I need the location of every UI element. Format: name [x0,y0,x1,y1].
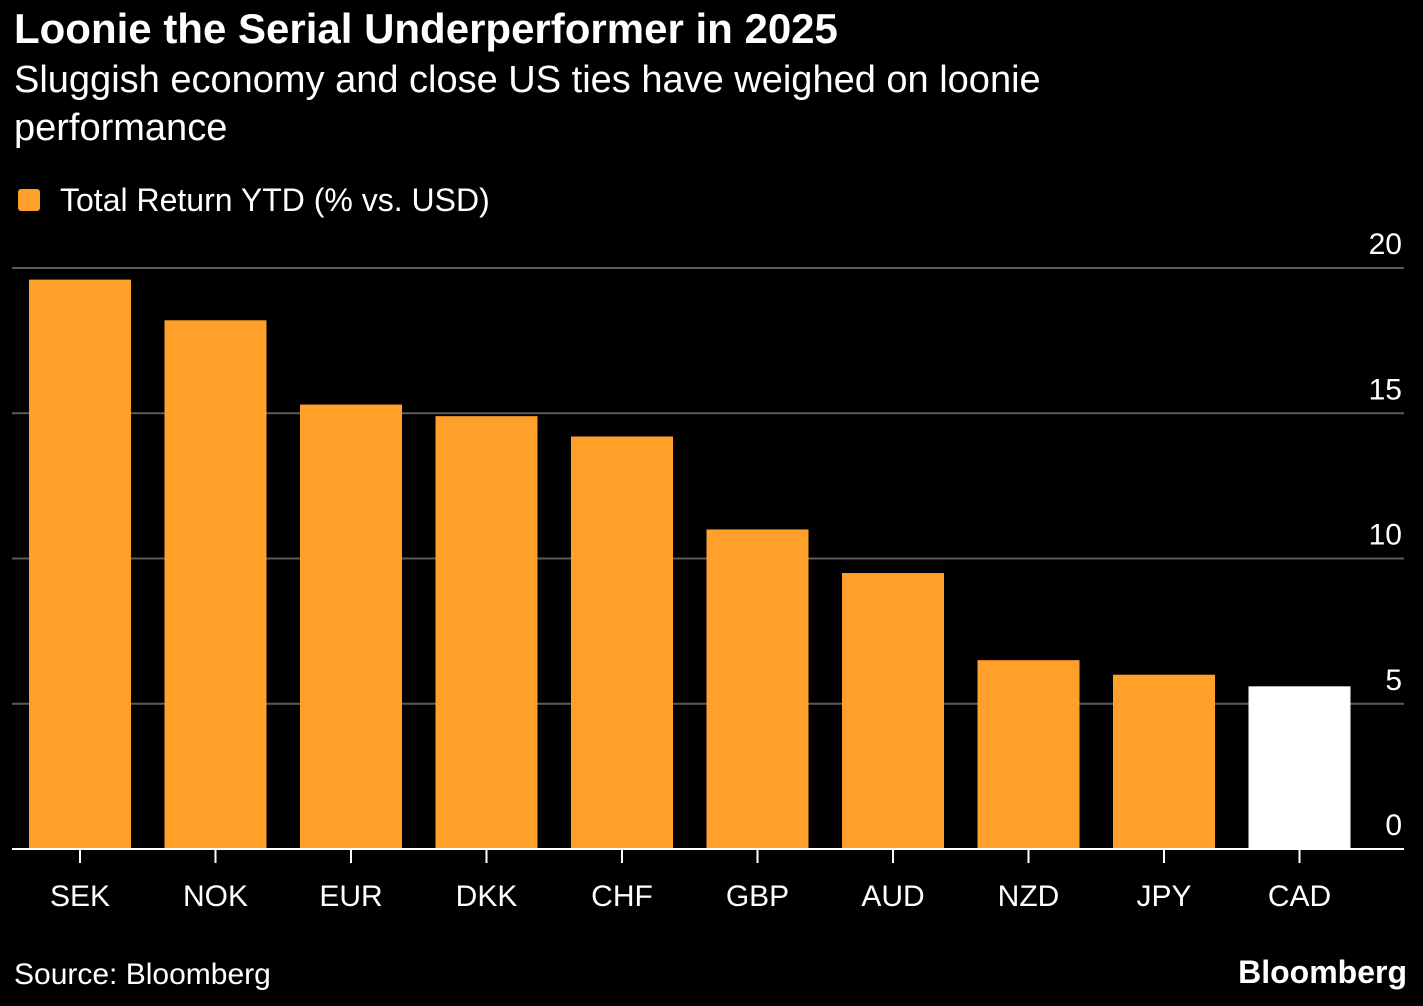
bar-nok [164,320,267,849]
x-tick-label-eur: EUR [319,880,382,913]
x-tick-label-sek: SEK [50,880,110,913]
bar-aud [842,573,944,849]
source-note: Source: Bloomberg [14,958,271,991]
bar-cad [1248,686,1351,849]
y-tick-label-15: 15 [1369,373,1402,406]
bar-dkk [435,416,538,849]
bar-eur [300,404,402,849]
chart-subtitle: Sluggish economy and close US ties have … [14,59,1041,149]
bar-chf [571,436,673,849]
bar-jpy [1113,674,1215,849]
y-tick-label-0: 0 [1385,809,1402,842]
legend-label: Total Return YTD (% vs. USD) [60,181,490,218]
y-tick-label-20: 20 [1369,228,1402,261]
y-tick-label-5: 5 [1385,664,1402,697]
bar-sek [29,279,131,849]
legend-swatch [18,189,40,211]
x-tick-label-cad: CAD [1268,880,1331,913]
x-tick-label-chf: CHF [591,880,653,913]
x-tick-label-jpy: JPY [1136,880,1191,913]
x-tick-label-gbp: GBP [726,880,789,913]
chart-title: Loonie the Serial Underperformer in 2025 [14,5,838,52]
bar-gbp [706,529,809,849]
bloomberg-logo: Bloomberg [1238,954,1407,990]
x-tick-label-aud: AUD [861,880,924,913]
x-tick-label-nok: NOK [183,880,248,913]
chart-legend: Total Return YTD (% vs. USD) [18,180,490,220]
y-tick-label-10: 10 [1369,519,1402,552]
x-tick-label-dkk: DKK [456,880,518,913]
x-tick-label-nzd: NZD [998,880,1060,913]
bar-nzd [977,660,1080,849]
